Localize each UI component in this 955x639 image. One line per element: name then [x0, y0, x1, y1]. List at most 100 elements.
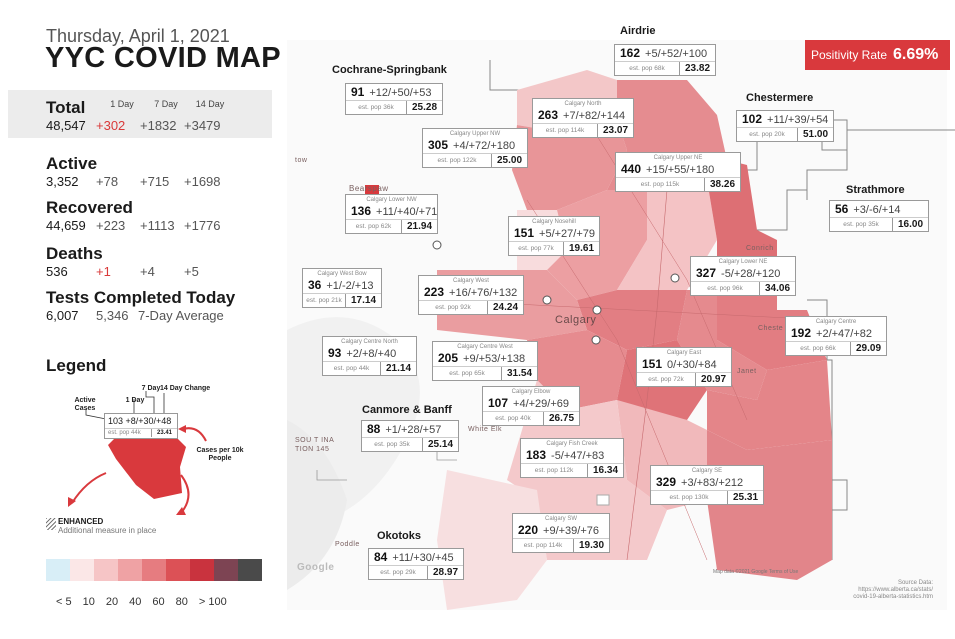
info-rate-calgary-north: 23.07 [597, 124, 633, 137]
info-name-calgary-west-bow: Calgary West Bow [317, 271, 367, 277]
info-top-calgary-upper-nw: 305 [428, 138, 449, 152]
stat-active-label: Active [46, 154, 98, 173]
info-name-calgary-east: Calgary East [666, 350, 702, 356]
column-headers: 1 Day 7 Day 14 Day [100, 99, 232, 109]
info-box-airdrie[interactable]: 162 +5/+52/+100 est. pop 68k 23.82 [614, 44, 716, 76]
info-box-calgary-east[interactable]: Calgary East 151 0/+30/+84 est. pop 72k 20… [636, 347, 732, 387]
source-line2[interactable]: covid-19-alberta-statistics.htm [853, 594, 933, 600]
info-rate-calgary-centre-west: 31.54 [501, 367, 537, 380]
scale-label-0: < 5 [56, 596, 72, 608]
info-top-cochrane: 91 [351, 85, 365, 99]
map-attribution[interactable]: Map data ©2021 Google Terms of Use [713, 569, 799, 575]
legend-example-pop: est. pop 44k [108, 430, 141, 436]
info-top-calgary-se: 329 [656, 475, 677, 489]
enhanced-desc: Additional measure in place [58, 526, 157, 535]
stat-tests: Tests Completed Today 6,007 5,346 7-Day Av… [46, 288, 235, 323]
stat-deaths-14day: +5 [184, 264, 199, 279]
area-name-airdrie: Airdrie [620, 25, 656, 37]
area-name-strathmore: Strathmore [846, 184, 905, 196]
info-rate-strathmore: 16.00 [892, 218, 928, 231]
info-change-okotoks: +11/+30/+45 [392, 552, 454, 564]
map-label-chestermere-town: Cheste [758, 325, 784, 332]
info-rate-calgary-centre-north: 21.14 [380, 362, 416, 375]
scale-swatch-8 [238, 559, 262, 581]
info-box-calgary-lower-nw[interactable]: Calgary Lower NW 136 +11/+40/+71 est. pop… [345, 194, 438, 234]
map-label-bearspaw: Bearspaw [349, 184, 389, 193]
area-name-chestermere: Chestermere [746, 92, 814, 104]
info-rate-calgary-sw: 19.30 [573, 539, 609, 552]
legend-title: Legend [46, 356, 107, 375]
legend-shape [68, 391, 207, 515]
stat-active: Active 3,352 +78 +715 +1698 [46, 154, 221, 189]
info-rate-calgary-nosehill: 19.61 [563, 242, 599, 255]
info-top-calgary-centre-north: 93 [328, 346, 342, 360]
info-top-chestermere: 102 [742, 112, 763, 126]
info-box-canmore[interactable]: 88 +1/+28/+57 est. pop 35k 25.14 [361, 420, 459, 452]
info-rate-okotoks: 28.97 [427, 566, 463, 579]
info-box-calgary-centre-west[interactable]: Calgary Centre West 205 +9/+53/+138 est. … [432, 341, 538, 381]
info-box-calgary-centre[interactable]: Calgary Centre 192 +2/+47/+82 est. pop 66… [785, 316, 887, 356]
info-box-chestermere[interactable]: 102 +11/+39/+54 est. pop 20k 51.00 [736, 110, 834, 142]
info-pop-calgary-west: est. pop 92k [435, 304, 471, 311]
info-change-chestermere: +11/+39/+54 [767, 114, 829, 126]
scale-swatch-5 [166, 559, 190, 581]
info-pop-calgary-upper-ne: est. pop 115k [640, 181, 680, 188]
stat-total-7day: +1832 [140, 118, 177, 133]
info-box-calgary-nosehill[interactable]: Calgary Nosehill 151 +5/+27/+79 est. pop … [508, 216, 600, 256]
map-label-conrich: Conrich [746, 245, 774, 252]
info-top-calgary-centre: 192 [791, 326, 812, 340]
stat-recovered-7day: +1113 [140, 218, 175, 233]
legend-1day: 1 Day [125, 397, 145, 404]
stat-total-14day: +3479 [184, 118, 221, 133]
stat-tests-avg: 5,346 [96, 308, 129, 323]
info-box-calgary-sw[interactable]: Calgary SW 220 +9/+39/+76 est. pop 114k 19… [512, 513, 610, 553]
stat-total: Total 48,547 +302 +1832 +3479 [46, 98, 221, 133]
date-label: Thursday, April 1, 2021 [46, 26, 230, 46]
info-top-calgary-west-bow: 36 [308, 278, 322, 292]
info-name-calgary-lower-ne: Calgary Lower NE [718, 259, 768, 265]
info-box-cochrane[interactable]: 91 +12/+50/+53 est. pop 36k 25.28 [345, 83, 443, 115]
info-box-calgary-fish-creek[interactable]: Calgary Fish Creek 183 -5/+47/+83 est. po… [520, 438, 624, 478]
info-pop-calgary-centre-north: est. pop 44k [333, 365, 370, 372]
info-pop-calgary-nosehill: est. pop 77k [518, 245, 554, 252]
info-pop-calgary-centre-west: est. pop 65k [449, 370, 485, 377]
scale-swatch-6 [190, 559, 214, 581]
info-change-airdrie: +5/+52/+100 [645, 48, 708, 60]
legend-graphic: Active Cases 1 Day 7 Day 14 Day Change C… [46, 385, 256, 555]
scale-swatch-2 [94, 559, 118, 581]
stat-active-14day: +1698 [184, 174, 221, 189]
enhanced-hatch-icon [46, 518, 56, 530]
legend-example-top: 103 +8/+30/+48 [108, 416, 172, 426]
info-box-calgary-north[interactable]: Calgary North 263 +7/+82/+144 est. pop 11… [532, 98, 634, 138]
info-box-calgary-upper-nw[interactable]: Calgary Upper NW 305 +4/+72/+180 est. pop… [422, 128, 528, 168]
info-change-calgary-upper-nw: +4/+72/+180 [453, 140, 516, 152]
source-title: Source Data: [897, 580, 933, 586]
info-change-calgary-west-bow: +1/-2/+13 [326, 280, 374, 292]
info-box-calgary-centre-north[interactable]: Calgary Centre North 93 +2/+8/+40 est. po… [322, 336, 417, 376]
page-title: YYC COVID MAP [45, 42, 281, 74]
legend-active-cases: Active Cases [74, 397, 96, 412]
info-box-okotoks[interactable]: 84 +11/+30/+45 est. pop 29k 28.97 [368, 548, 464, 580]
scale-swatch-1 [70, 559, 94, 581]
info-rate-calgary-upper-nw: 25.00 [491, 154, 527, 167]
stat-active-7day: +715 [140, 174, 170, 189]
stat-deaths: Deaths 536 +1 +4 +5 [46, 244, 199, 279]
map-label-white-elk: White Elk [468, 426, 503, 433]
info-rate-calgary-west-bow: 17.14 [345, 294, 381, 307]
info-box-calgary-elbow[interactable]: Calgary Elbow 107 +4/+29/+69 est. pop 40k… [482, 386, 580, 426]
info-box-calgary-lower-ne[interactable]: Calgary Lower NE 327 -5/+28/+120 est. pop… [690, 256, 796, 296]
info-box-strathmore[interactable]: 56 +3/-6/+14 est. pop 35k 16.00 [829, 200, 929, 232]
info-box-calgary-se[interactable]: Calgary SE 329 +3/+83/+212 est. pop 130k 2… [650, 465, 764, 505]
google-logo: Google [297, 562, 335, 573]
info-change-calgary-nosehill: +5/+27/+79 [539, 228, 596, 240]
source-line1[interactable]: https://www.alberta.ca/stats/ [858, 587, 933, 593]
info-rate-calgary-west: 24.24 [487, 301, 523, 314]
info-box-calgary-upper-ne[interactable]: Calgary Upper NE 440 +15/+55/+180 est. po… [615, 152, 741, 192]
scale-label-1: 10 [82, 596, 95, 608]
info-pop-cochrane: est. pop 36k [358, 104, 394, 111]
map-label-poddle: Poddle [335, 541, 360, 548]
info-change-calgary-sw: +9/+39/+76 [543, 525, 600, 537]
legend-7day: 7 Day [141, 385, 161, 392]
info-box-calgary-west-bow[interactable]: Calgary West Bow 36 +1/-2/+13 est. pop 21… [302, 268, 382, 308]
info-box-calgary-west[interactable]: Calgary West 223 +16/+76/+132 est. pop 92… [418, 275, 524, 315]
